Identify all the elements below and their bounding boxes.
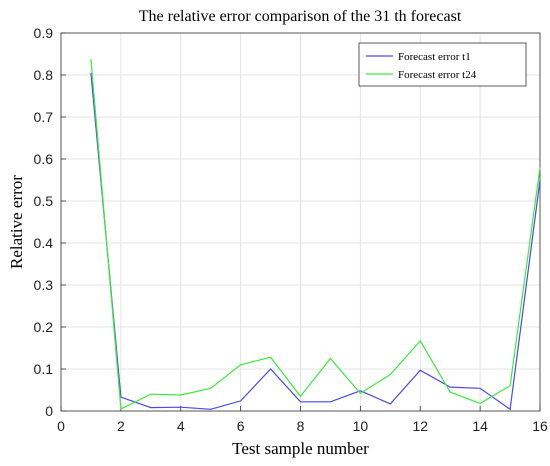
y-tick-label: 0 (45, 403, 53, 419)
y-tick-label: 0.3 (34, 277, 54, 293)
legend-box (358, 42, 527, 87)
y-tick-label: 0.5 (34, 193, 54, 209)
x-tick-label: 10 (353, 418, 369, 434)
legend-label: Forecast error t24 (398, 69, 477, 81)
x-tick-label: 0 (57, 418, 65, 434)
series-lines (90, 58, 541, 411)
y-tick-label: 0.8 (34, 67, 54, 83)
x-tick-label: 6 (237, 418, 245, 434)
x-tick-label: 14 (472, 418, 488, 434)
x-axis-label: Test sample number (232, 439, 369, 458)
x-tick-label: 8 (297, 418, 305, 434)
series-line-1 (90, 72, 541, 411)
series-line-2 (90, 58, 541, 410)
y-tick-label: 0.9 (34, 25, 54, 41)
y-tick-label: 0.2 (34, 319, 54, 335)
legend-label: Forecast error t1 (398, 51, 471, 63)
chart-title: The relative error comparison of the 31 … (139, 8, 462, 25)
x-tick-label: 4 (177, 418, 185, 434)
y-axis-label: Relative error (7, 175, 26, 269)
legend: Forecast error t1 Forecast error t24 (358, 42, 527, 87)
x-tick-label: 12 (412, 418, 428, 434)
axis-ticks: 0 2 4 6 8 10 12 14 16 0 0.1 0.2 0.3 0.4 0.5 0.6 0.7 0.8 0.… (34, 25, 548, 434)
grid-lines (60, 32, 541, 412)
y-tick-label: 0.1 (34, 361, 54, 377)
y-tick-label: 0.7 (34, 109, 54, 125)
y-tick-label: 0.4 (34, 235, 54, 251)
y-tick-label: 0.6 (34, 151, 54, 167)
x-tick-label: 16 (532, 418, 548, 434)
x-tick-label: 2 (117, 418, 125, 434)
